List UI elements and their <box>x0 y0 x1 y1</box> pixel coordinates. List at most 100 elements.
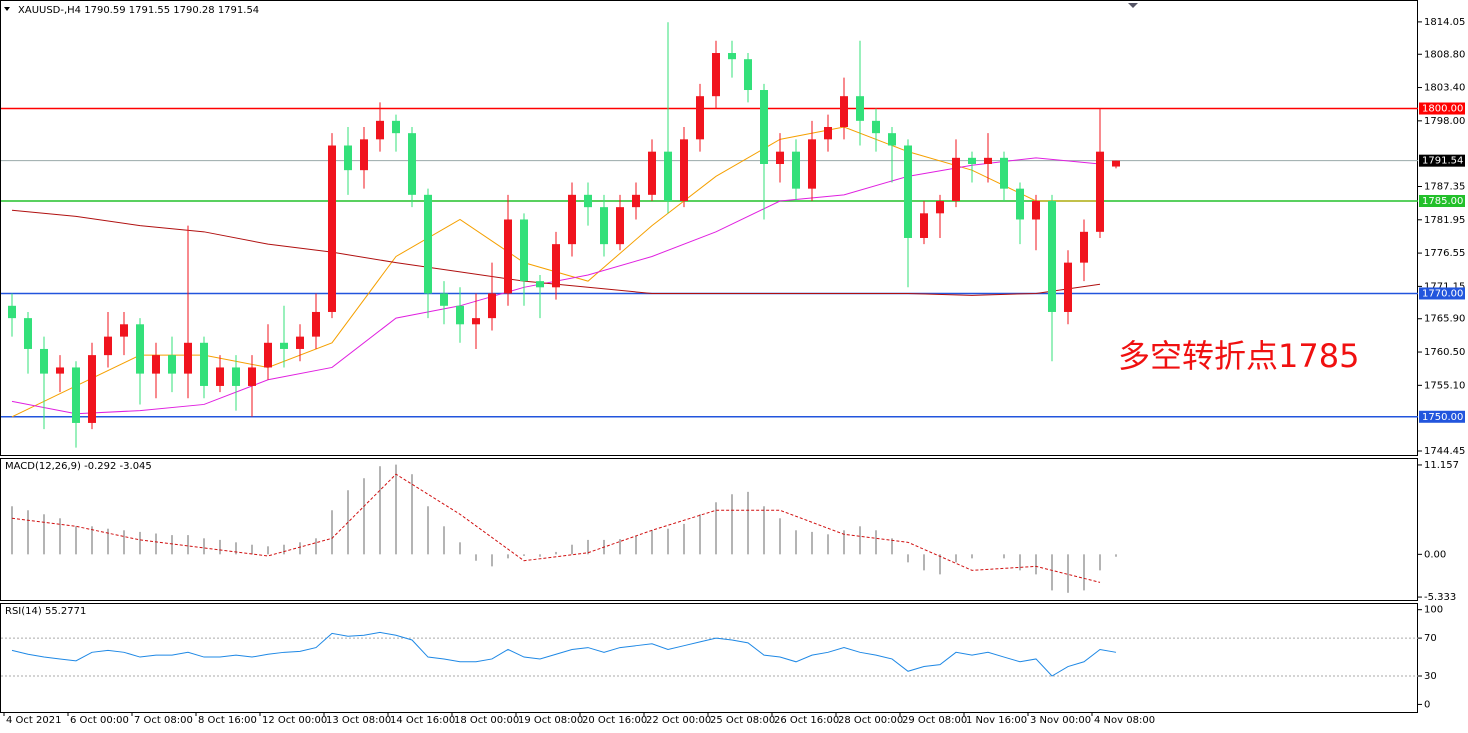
candle-body <box>232 367 240 386</box>
candle-body <box>952 157 960 201</box>
y-tick-label: 0 <box>1424 699 1430 710</box>
macd-panel <box>0 458 1418 601</box>
candle-body <box>152 355 160 374</box>
candle-body <box>280 342 288 349</box>
level-label: 1770.00 <box>1422 288 1463 299</box>
candle-body <box>696 96 704 140</box>
macd-signal <box>11 473 1101 583</box>
candle-body <box>248 367 256 386</box>
y-tick-label: 1771.15 <box>1424 281 1465 292</box>
candle-body <box>488 293 496 319</box>
candle-body <box>712 53 720 97</box>
y-tick-label: 1765.90 <box>1424 314 1465 325</box>
candle-body <box>344 145 352 171</box>
candle-body <box>664 151 672 201</box>
x-tick-label: 19 Oct 08:00 <box>518 715 583 726</box>
candle-body <box>968 157 976 164</box>
y-tick-label: 1760.50 <box>1424 347 1465 358</box>
y-tick-label: 1787.35 <box>1424 182 1465 193</box>
candle-body <box>200 342 208 386</box>
level-tag <box>1419 194 1465 207</box>
level-tag <box>1419 287 1465 300</box>
y-tick-label: 30 <box>1424 671 1437 682</box>
level-tag <box>1419 410 1465 423</box>
x-tick-label: 1 Nov 16:00 <box>966 715 1027 726</box>
candle-body <box>1080 231 1088 263</box>
level-label: 1750.00 <box>1422 412 1463 423</box>
x-tick-label: 26 Oct 16:00 <box>774 715 839 726</box>
candle-body <box>984 157 992 164</box>
candle-body <box>312 311 320 337</box>
candle-body <box>760 90 768 164</box>
candle-body <box>120 324 128 337</box>
candle-body <box>392 120 400 134</box>
candle-body <box>744 59 752 91</box>
x-tick-label: 13 Oct 08:00 <box>326 715 391 726</box>
candle-body <box>1016 188 1024 220</box>
x-tick-label: 8 Oct 16:00 <box>198 715 257 726</box>
candle-body <box>296 336 304 349</box>
candle-body <box>408 133 416 195</box>
shift-marker <box>1128 3 1138 8</box>
level-label: 1800.00 <box>1422 104 1463 115</box>
x-tick-label: 25 Oct 08:00 <box>710 715 775 726</box>
candle-body <box>1048 200 1056 312</box>
candle-body <box>56 367 64 374</box>
candle-body <box>920 213 928 238</box>
candle-body <box>264 342 272 368</box>
candle-body <box>728 53 736 60</box>
y-tick-label: 100 <box>1424 605 1443 616</box>
annotation: 多空转折点1785 <box>1118 337 1359 375</box>
candle-body <box>72 367 80 423</box>
y-tick-label: 11.157 <box>1424 460 1459 471</box>
candle-body <box>1096 151 1104 232</box>
candle-body <box>40 348 48 374</box>
x-tick-label: 18 Oct 00:00 <box>454 715 519 726</box>
x-tick-label: 20 Oct 16:00 <box>582 715 647 726</box>
x-tick-label: 3 Nov 00:00 <box>1030 715 1091 726</box>
candle-body <box>8 305 16 319</box>
candle-body <box>456 305 464 325</box>
candle-body <box>872 120 880 134</box>
y-tick-label: 1781.95 <box>1424 215 1465 226</box>
candle-body <box>184 342 192 374</box>
candle-body <box>600 207 608 245</box>
candle-body <box>360 139 368 171</box>
candle-body <box>88 355 96 423</box>
rsi-line <box>11 631 1117 677</box>
y-tick-label: 1808.80 <box>1424 49 1465 60</box>
y-tick-label: 0.00 <box>1424 549 1446 560</box>
y-tick-label: 1744.45 <box>1424 446 1465 457</box>
candle-body <box>1032 200 1040 220</box>
candle-body <box>632 194 640 208</box>
candle-body <box>216 367 224 386</box>
candle-body <box>616 207 624 245</box>
candle-body <box>648 151 656 195</box>
x-tick-label: 7 Oct 08:00 <box>134 715 193 726</box>
candle-body <box>888 133 896 146</box>
candle-body <box>904 145 912 238</box>
y-tick-label: 1814.05 <box>1424 17 1465 28</box>
candle-body <box>376 120 384 140</box>
candle-body <box>504 219 512 294</box>
candle-body <box>584 194 592 208</box>
x-tick-label: 12 Oct 00:00 <box>262 715 327 726</box>
x-tick-label: 4 Nov 08:00 <box>1094 715 1155 726</box>
candle-body <box>840 96 848 128</box>
x-tick-label: 6 Oct 00:00 <box>70 715 129 726</box>
current-price-tag <box>1419 154 1465 167</box>
rsi-panel <box>0 603 1418 713</box>
x-tick-label: 4 Oct 2021 <box>6 715 61 726</box>
candle-body <box>776 151 784 164</box>
x-tick-label: 28 Oct 00:00 <box>838 715 903 726</box>
x-tick-label: 29 Oct 08:00 <box>902 715 967 726</box>
candle-body <box>536 281 544 288</box>
candle-body <box>936 200 944 214</box>
candle-body <box>824 127 832 140</box>
candle-body <box>1000 157 1008 189</box>
rsi-label: RSI(14) 55.2771 <box>5 606 86 617</box>
candle-body <box>680 139 688 201</box>
macd-label: MACD(12,26,9) -0.292 -3.045 <box>5 461 152 472</box>
candle-body <box>856 96 864 121</box>
